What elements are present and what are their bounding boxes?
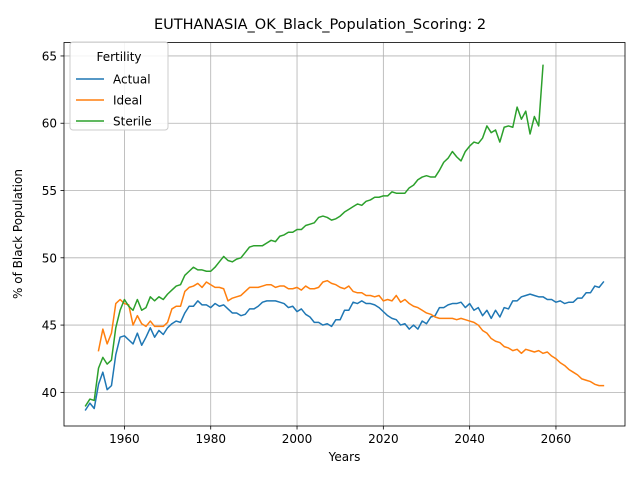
legend-label-ideal: Ideal xyxy=(113,94,142,108)
y-tick-label: 60 xyxy=(42,117,57,131)
y-tick-label: 40 xyxy=(42,386,57,400)
x-axis: 1960 1980 2000 2020 2040 2060 xyxy=(109,426,571,446)
y-tick-label: 45 xyxy=(42,319,57,333)
legend-label-actual: Actual xyxy=(113,73,151,87)
y-tick-label: 55 xyxy=(42,184,57,198)
series-lines xyxy=(84,64,605,411)
y-tick-label: 65 xyxy=(42,49,57,63)
y-axis-label: % of Black Population xyxy=(11,169,25,299)
x-tick-label: 1980 xyxy=(195,432,226,446)
series-line-sterile xyxy=(84,64,544,407)
legend: Fertility Actual Ideal Sterile xyxy=(69,41,169,131)
legend-label-sterile: Sterile xyxy=(113,115,152,129)
legend-box xyxy=(69,41,169,131)
chart-title: EUTHANASIA_OK_Black_Population_Scoring: … xyxy=(154,17,486,33)
series-line-ideal xyxy=(97,279,605,387)
x-tick-label: 1960 xyxy=(109,432,140,446)
series-line-actual xyxy=(84,280,605,411)
x-axis-label: Years xyxy=(328,450,361,464)
y-axis: 40 45 50 55 60 65 xyxy=(42,49,64,400)
x-tick-label: 2040 xyxy=(454,432,485,446)
y-tick-label: 50 xyxy=(42,251,57,265)
plot-frame xyxy=(63,42,626,427)
legend-title: Fertility xyxy=(96,50,141,64)
x-tick-label: 2000 xyxy=(282,432,313,446)
x-tick-label: 2060 xyxy=(541,432,572,446)
x-tick-label: 2020 xyxy=(368,432,399,446)
grid xyxy=(64,42,625,426)
